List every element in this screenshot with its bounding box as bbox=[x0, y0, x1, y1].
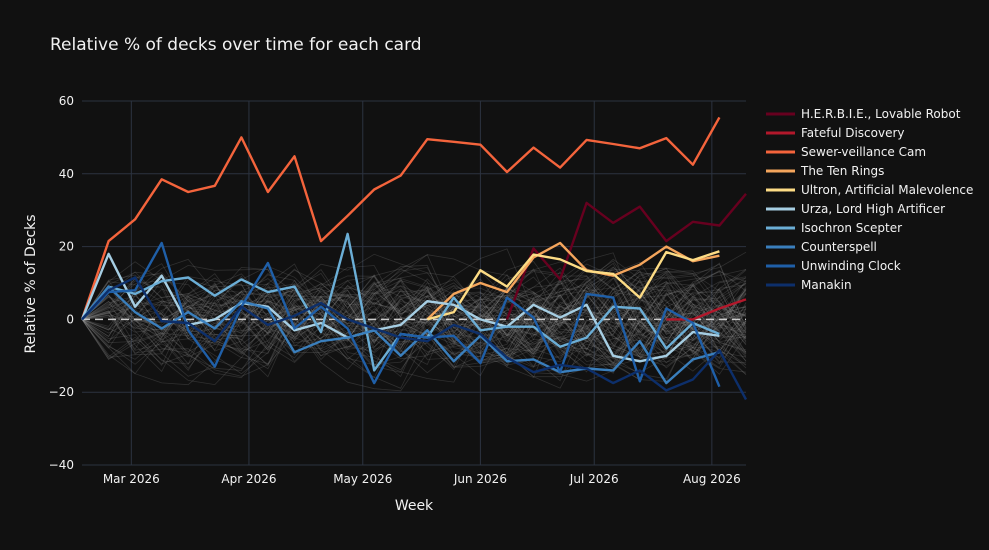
background-card-line bbox=[81, 270, 747, 365]
series-line-6 bbox=[80, 252, 720, 363]
y-tick-label: 40 bbox=[59, 167, 74, 181]
background-card-line bbox=[453, 282, 747, 367]
x-axis-title: Week bbox=[395, 498, 434, 514]
legend-entry[interactable]: Ultron, Artificial Malevolence bbox=[801, 183, 973, 197]
background-card-line bbox=[480, 272, 747, 382]
background-card-line bbox=[374, 262, 747, 347]
background-card-line bbox=[81, 284, 747, 364]
background-card-line bbox=[81, 281, 747, 360]
background-card-line bbox=[81, 277, 747, 377]
y-tick-label: −20 bbox=[49, 385, 74, 399]
y-tick-label: 60 bbox=[59, 94, 74, 108]
series-line-2 bbox=[666, 298, 747, 321]
grid bbox=[82, 100, 746, 466]
legend-entry[interactable]: Fateful Discovery bbox=[801, 126, 905, 140]
x-tick-labels: Mar 2026 Apr 2026 May 2026 Jun 2026 Jul 2026… bbox=[103, 472, 741, 486]
background-card-line bbox=[81, 248, 747, 362]
background-card-line bbox=[134, 269, 747, 378]
x-tick-label: May 2026 bbox=[333, 472, 392, 486]
legend-entry[interactable]: Counterspell bbox=[801, 240, 877, 254]
x-tick-label: Apr 2026 bbox=[221, 472, 276, 486]
y-tick-label: 0 bbox=[66, 312, 74, 326]
background-card-line bbox=[81, 276, 747, 368]
background-card-line bbox=[81, 279, 747, 369]
y-tick-labels: 60 40 20 0 −20 −40 bbox=[49, 94, 74, 472]
background-card-line bbox=[161, 254, 747, 357]
background-card-line bbox=[81, 258, 747, 363]
y-tick-label: −40 bbox=[49, 458, 74, 472]
background-card-line bbox=[81, 283, 747, 370]
background-card-line bbox=[81, 258, 747, 362]
background-card-line bbox=[81, 268, 747, 367]
background-card-line bbox=[294, 279, 747, 349]
background-card-line bbox=[81, 266, 747, 345]
background-card-line bbox=[81, 275, 747, 354]
legend-entry[interactable]: Manakin bbox=[801, 278, 852, 292]
background-card-line bbox=[81, 278, 747, 377]
background-card-line bbox=[81, 261, 747, 369]
y-tick-label: 20 bbox=[59, 240, 74, 254]
background-card-line bbox=[81, 283, 747, 374]
background-card-line bbox=[134, 282, 747, 359]
background-card-line bbox=[81, 280, 747, 386]
x-tick-label: Aug 2026 bbox=[683, 472, 741, 486]
x-tick-label: Jul 2026 bbox=[569, 472, 619, 486]
background-card-line bbox=[506, 273, 747, 366]
chart-title: Relative % of decks over time for each c… bbox=[50, 35, 422, 55]
series-line-4 bbox=[426, 241, 720, 321]
legend-entry[interactable]: Sewer-veillance Cam bbox=[801, 145, 926, 159]
background-card-line bbox=[81, 251, 747, 379]
legend-entry[interactable]: Urza, Lord High Artificer bbox=[801, 202, 945, 216]
background-card-line bbox=[81, 268, 747, 358]
background-card-line bbox=[480, 284, 747, 369]
background-card-line bbox=[81, 253, 747, 352]
background-card-line bbox=[81, 266, 747, 366]
background-card-line bbox=[81, 276, 747, 365]
series-line-5 bbox=[426, 250, 720, 321]
series-line-8 bbox=[81, 285, 720, 385]
background-card-line bbox=[427, 302, 747, 382]
series-line-9 bbox=[81, 241, 721, 388]
background-card-line bbox=[81, 287, 747, 378]
background-card-line bbox=[81, 270, 747, 366]
background-card-line bbox=[81, 293, 747, 382]
background-card-line bbox=[427, 287, 747, 351]
series-line-1 bbox=[505, 193, 747, 320]
legend-entry[interactable]: H.E.R.B.I.E., Lovable Robot bbox=[801, 107, 961, 121]
background-card-line bbox=[81, 287, 747, 379]
background-card-line bbox=[427, 273, 747, 331]
legend-entry[interactable]: The Ten Rings bbox=[800, 164, 884, 178]
background-card-line bbox=[81, 273, 747, 355]
y-axis-title: Relative % of Decks bbox=[23, 214, 39, 353]
background-card-line bbox=[81, 287, 747, 392]
background-card-line bbox=[81, 273, 747, 389]
background-card-line bbox=[81, 278, 747, 368]
x-tick-label: Jun 2026 bbox=[453, 472, 507, 486]
background-card-line bbox=[81, 293, 747, 381]
background-card-line bbox=[81, 270, 747, 363]
background-card-line bbox=[81, 289, 747, 371]
legend-entry[interactable]: Isochron Scepter bbox=[801, 221, 902, 235]
series-line-10 bbox=[81, 276, 748, 401]
background-card-line bbox=[81, 301, 747, 370]
legend-entry[interactable]: Unwinding Clock bbox=[801, 259, 901, 273]
background-card-line bbox=[81, 267, 747, 358]
background-card-line bbox=[453, 293, 747, 362]
background-card-line bbox=[81, 252, 747, 353]
legend: H.E.R.B.I.E., Lovable Robot Fateful Disco… bbox=[766, 107, 973, 292]
background-card-line bbox=[506, 268, 747, 332]
series-line-3 bbox=[80, 116, 721, 320]
background-card-line bbox=[81, 270, 747, 375]
background-card-line bbox=[135, 286, 747, 375]
x-tick-label: Mar 2026 bbox=[103, 472, 160, 486]
series-group bbox=[80, 116, 748, 401]
background-card-line bbox=[267, 264, 747, 343]
